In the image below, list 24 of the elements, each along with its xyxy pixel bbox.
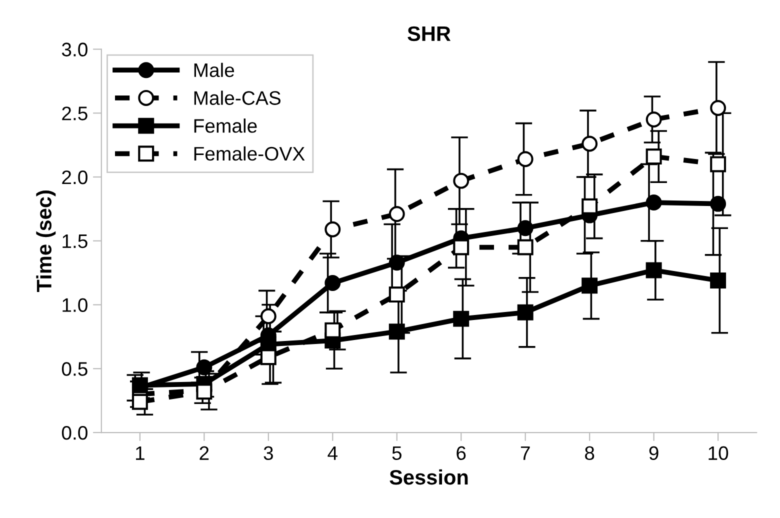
y-tick-label: 0.5 (62, 362, 88, 376)
legend-label: Male (194, 62, 234, 78)
y-axis-title: Time (sec) (36, 190, 56, 292)
x-tick-label: 5 (392, 446, 402, 460)
x-axis-title: Session (390, 469, 468, 485)
x-tick-label: 7 (520, 446, 530, 460)
x-tick-label: 6 (456, 446, 466, 460)
x-tick-label: 3 (264, 446, 273, 460)
x-tick-label: 2 (200, 446, 209, 460)
y-tick-label: 2.0 (62, 170, 88, 184)
x-tick-label: 4 (328, 446, 338, 460)
y-tick-label: 1.0 (62, 298, 88, 312)
legend-label: Male-CAS (194, 90, 280, 105)
y-tick-label: 3.0 (62, 42, 88, 56)
x-tick-label: 9 (649, 446, 658, 460)
chart-title: SHR (408, 26, 451, 42)
legend-label: Female (194, 118, 257, 133)
y-tick-label: 1.5 (62, 234, 88, 248)
y-tick-label: 0.0 (62, 426, 88, 440)
x-tick-label: 1 (136, 446, 144, 460)
y-tick-label: 2.5 (62, 106, 88, 120)
x-tick-label: 10 (708, 446, 728, 460)
x-tick-label: 8 (585, 446, 594, 460)
legend-label: Female-OVX (194, 146, 305, 161)
